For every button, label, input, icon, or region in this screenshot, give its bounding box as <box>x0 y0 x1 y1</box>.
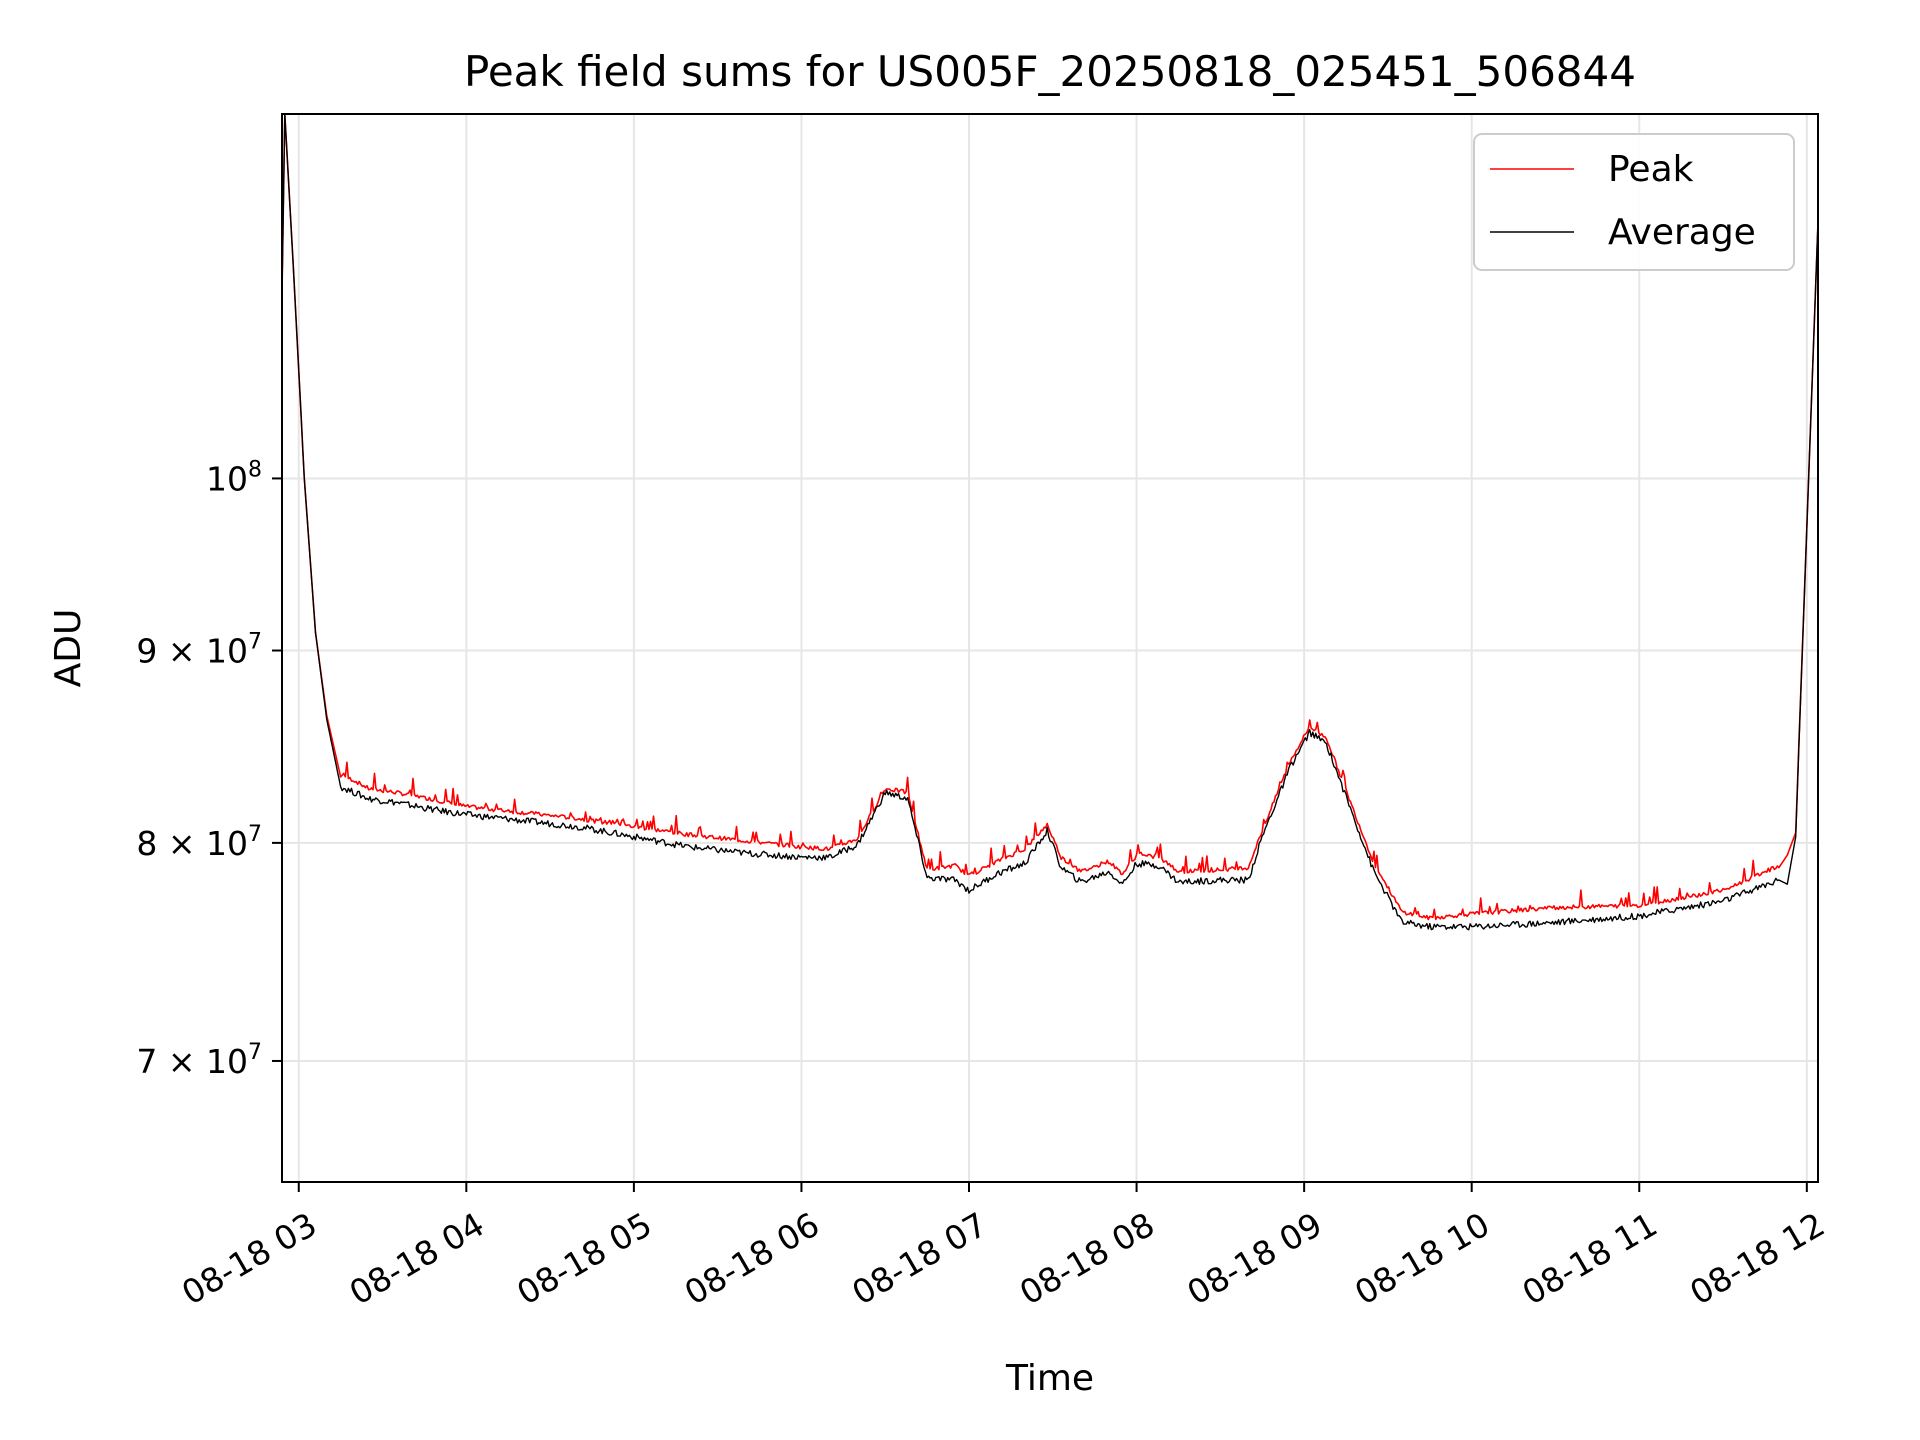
chart-title: Peak field sums for US005F_20250818_0254… <box>464 47 1636 96</box>
series-line-average <box>282 114 1818 931</box>
plot-series <box>282 114 1818 931</box>
y-tick-label: 8 × 107 <box>136 822 262 863</box>
y-tick-label: 108 <box>206 457 262 498</box>
y-tick-label: 9 × 107 <box>136 630 262 671</box>
y-axis-label: ADU <box>48 609 89 688</box>
legend-label-average: Average <box>1608 212 1756 253</box>
legend-box <box>1473 133 1795 271</box>
legend-label-peak: Peak <box>1608 149 1694 190</box>
legend: Peak Average <box>1473 133 1795 271</box>
plot-frame <box>281 113 1819 1183</box>
series-line-peak <box>282 114 1818 921</box>
y-axis-ticks: 7 × 107 8 × 107 9 × 107 108 <box>136 457 282 1081</box>
grid <box>282 114 1818 1182</box>
x-axis-label: Time <box>1005 1358 1094 1399</box>
y-tick-label: 7 × 107 <box>136 1040 262 1081</box>
